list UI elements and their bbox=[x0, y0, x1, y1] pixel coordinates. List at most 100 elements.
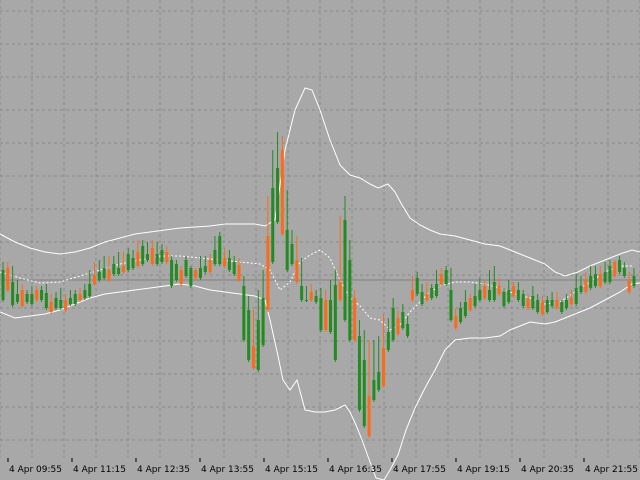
candle bbox=[117, 252, 121, 276]
candle bbox=[329, 280, 333, 334]
candle-body bbox=[78, 294, 82, 300]
candle bbox=[319, 288, 323, 332]
candle-body bbox=[150, 248, 154, 264]
candle-body bbox=[589, 276, 593, 288]
candle bbox=[121, 252, 125, 274]
candle bbox=[256, 290, 260, 372]
candle bbox=[213, 236, 217, 266]
candle bbox=[521, 290, 525, 308]
candle-body bbox=[526, 298, 530, 308]
x-tick-label: 4 Apr 11:15 bbox=[73, 465, 126, 475]
x-tick-label: 4 Apr 13:55 bbox=[201, 465, 254, 475]
candle bbox=[285, 190, 289, 272]
candle-body bbox=[280, 150, 284, 234]
candle-body bbox=[372, 380, 376, 400]
candle bbox=[78, 288, 82, 302]
candle-body bbox=[59, 300, 63, 308]
candle bbox=[608, 260, 612, 284]
candle-body bbox=[237, 265, 241, 280]
candle bbox=[348, 240, 352, 342]
candle-body bbox=[377, 372, 381, 390]
candle bbox=[589, 266, 593, 290]
candle-body bbox=[295, 260, 299, 282]
candle bbox=[1, 262, 5, 302]
candle bbox=[35, 286, 39, 302]
candle-body bbox=[218, 236, 222, 264]
candle-body bbox=[343, 220, 347, 320]
candle-body bbox=[353, 298, 357, 340]
candle bbox=[401, 304, 405, 330]
candle bbox=[242, 276, 246, 342]
candle-body bbox=[112, 264, 116, 274]
x-tick-label: 4 Apr 19:15 bbox=[457, 465, 510, 475]
candle-body bbox=[314, 296, 318, 302]
candle-body bbox=[165, 252, 169, 262]
candle-body bbox=[40, 290, 44, 300]
candle-body bbox=[304, 300, 308, 301]
candle bbox=[93, 262, 97, 286]
candle-body bbox=[136, 252, 140, 266]
candle-body bbox=[189, 268, 193, 286]
candle-body bbox=[179, 270, 183, 284]
candle-body bbox=[386, 332, 390, 350]
candle bbox=[266, 196, 270, 312]
candle bbox=[261, 270, 265, 347]
candle bbox=[247, 296, 251, 362]
x-tick-label: 4 Apr 09:55 bbox=[9, 465, 62, 475]
candle-body bbox=[367, 396, 371, 436]
candle bbox=[632, 268, 636, 288]
candle-body bbox=[593, 274, 597, 286]
candle-body bbox=[550, 300, 554, 306]
candle-body bbox=[73, 294, 77, 304]
candle bbox=[68, 290, 72, 306]
candle bbox=[155, 242, 159, 266]
candle bbox=[565, 294, 569, 310]
candle-body bbox=[531, 296, 535, 308]
candle-body bbox=[357, 336, 361, 410]
candle bbox=[362, 330, 366, 428]
candle bbox=[223, 248, 227, 268]
candle-body bbox=[618, 260, 622, 272]
candle bbox=[280, 136, 284, 236]
candle-body bbox=[30, 294, 34, 304]
candle bbox=[290, 230, 294, 266]
candle bbox=[131, 250, 135, 270]
candle-body bbox=[430, 288, 434, 298]
candle-body bbox=[410, 290, 414, 300]
candle bbox=[15, 280, 19, 304]
candle bbox=[338, 216, 342, 302]
upper-bollinger-band bbox=[0, 87, 640, 277]
candle bbox=[396, 310, 400, 336]
candle-body bbox=[603, 272, 607, 282]
candle bbox=[444, 266, 448, 286]
candle-body bbox=[492, 282, 496, 300]
candle bbox=[40, 286, 44, 302]
candle bbox=[439, 268, 443, 286]
candle bbox=[237, 258, 241, 282]
candle-body bbox=[329, 300, 333, 332]
candle-body bbox=[107, 270, 111, 280]
candle-body bbox=[459, 308, 463, 322]
candle bbox=[160, 244, 164, 264]
candle-body bbox=[333, 285, 337, 360]
candle bbox=[146, 242, 150, 262]
candle-body bbox=[290, 244, 294, 264]
candle-body bbox=[598, 274, 602, 286]
candle bbox=[603, 262, 607, 284]
candle-body bbox=[425, 294, 429, 300]
candle bbox=[64, 294, 68, 312]
candle-body bbox=[117, 268, 121, 274]
candle bbox=[516, 282, 520, 302]
candle-body bbox=[160, 250, 164, 262]
candle-body bbox=[319, 298, 323, 330]
candle-body bbox=[540, 302, 544, 314]
candle bbox=[512, 282, 516, 298]
candle-body bbox=[401, 312, 405, 328]
candle-body bbox=[324, 300, 328, 330]
candle bbox=[170, 256, 174, 288]
candle-body bbox=[261, 298, 265, 345]
candle bbox=[30, 286, 34, 306]
candle-body bbox=[406, 324, 410, 336]
candle bbox=[107, 256, 111, 282]
candle-body bbox=[473, 296, 477, 306]
